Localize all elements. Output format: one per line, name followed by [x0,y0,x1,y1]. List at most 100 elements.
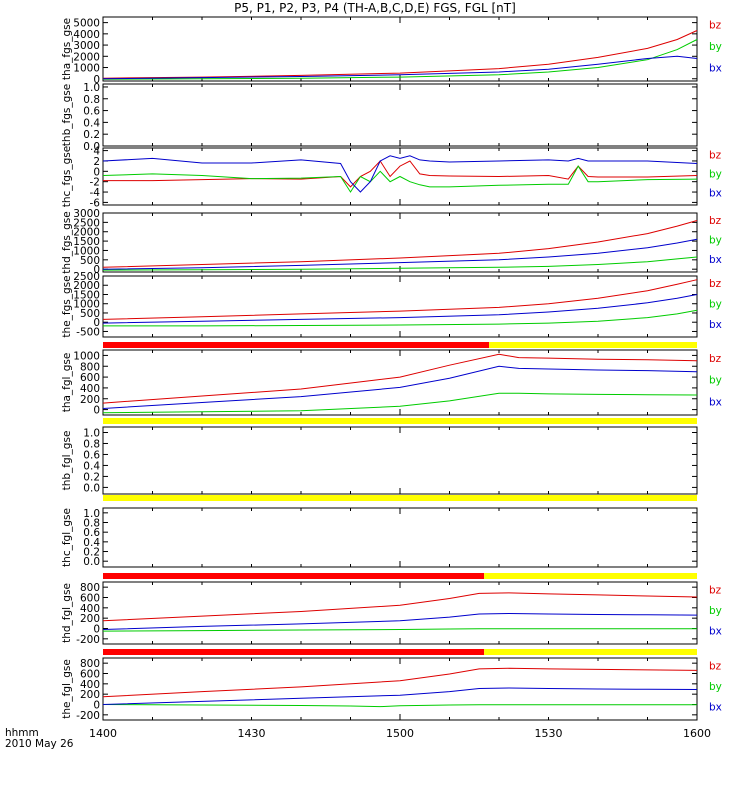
series-line-bz [102,592,698,622]
y-tick-label: 2 [93,156,100,168]
y-tick-label: 1.0 [83,427,100,439]
y-tick-label: 0 [93,317,100,329]
series-line-by [102,704,697,708]
x-axis-label: hhmm [5,727,39,739]
y-tick-label: 0 [93,624,100,636]
legend-entry: by [709,681,722,693]
mode-bar-segment [484,649,697,655]
legend-entry: bz [709,278,722,290]
panel-frame [102,212,698,273]
series-line-by [102,628,697,632]
x-tick-label: 1530 [535,727,563,740]
y-tick-label: 0.4 [83,117,100,129]
y-tick-label: 1.0 [83,508,100,520]
series-line-bz [102,353,698,404]
y-axis-title: thc_fgs_gse [61,146,73,207]
legend-entry: by [709,605,722,617]
y-axis-title: thd_fgl_gse [61,583,73,643]
y-tick-label: 800 [80,658,100,670]
x-tick-label: 1430 [238,727,266,740]
x-tick-label: 1500 [386,727,414,740]
mode-bar-segment [103,573,485,579]
legend-entry: bz [709,20,722,32]
panel-frame [102,16,698,82]
y-axis-title: thb_fgl_gse [61,431,73,491]
series-line-bz [102,667,698,698]
panel-frame [102,507,698,568]
legend-entry: bx [709,626,722,638]
y-tick-label: 3000 [73,208,100,220]
mode-bar-segment [103,342,490,348]
y-tick-label: 5000 [73,18,100,30]
panel-frame [102,275,698,338]
mode-bar-segment [484,573,697,579]
mode-bar-segment [103,649,485,655]
y-tick-label: 400 [80,679,100,691]
legend-entry: bx [709,254,722,266]
legend-entry: bx [709,319,722,331]
y-tick-label: 2000 [73,227,100,239]
y-tick-label: 1500 [73,289,100,301]
legend-entry: bx [709,187,722,199]
panel-frame [102,581,698,645]
y-tick-label: 600 [80,669,100,681]
y-tick-label: 0.4 [83,460,100,472]
y-tick-label: -6 [90,197,101,209]
legend-entry: bz [709,215,722,227]
mode-bar-segment [489,342,697,348]
y-tick-label: 200 [80,613,100,625]
y-tick-label: -200 [76,634,100,646]
y-tick-label: 0 [93,166,100,178]
y-tick-label: 0 [93,264,100,276]
series-line-bx [102,365,698,409]
y-tick-label: 4 [93,146,100,158]
y-axis-title: thd_fgs_gse [61,211,73,273]
y-tick-label: 0.0 [83,482,100,494]
y-tick-label: 600 [80,372,100,384]
series-line-bx [102,294,698,324]
y-tick-label: 500 [80,255,100,267]
y-tick-label: -2 [90,177,100,189]
y-tick-label: 0.6 [83,527,100,539]
series-line-bz [102,220,698,268]
legend-entry: by [709,375,722,387]
series-line-by [102,39,698,80]
y-tick-label: 0.0 [83,141,100,153]
y-tick-label: 0.8 [83,94,100,106]
y-tick-label: 0 [93,405,100,417]
y-tick-label: 0.8 [83,518,100,530]
series-line-bx [102,155,698,193]
series-line-by [102,165,698,193]
series-line-bx [102,687,698,705]
x-tick-label: 1400 [89,727,117,740]
y-tick-label: 1000 [73,245,100,257]
y-tick-label: 0 [93,74,100,86]
series-line-bx [102,55,698,80]
legend-entry: bx [709,62,722,74]
y-tick-label: 0.4 [83,537,100,549]
y-tick-label: 1000 [73,299,100,311]
legend-entry: by [709,168,722,180]
legend-entry: bx [709,396,722,408]
y-tick-label: 1000 [73,63,100,75]
y-tick-label: 0.2 [83,547,100,559]
panel-frame [102,426,698,495]
y-tick-label: 800 [80,582,100,594]
y-tick-label: 0.6 [83,449,100,461]
series-line-bx [102,612,698,630]
y-axis-title: thb_fgs_gse [61,84,73,146]
panel-frame [102,83,698,147]
y-tick-label: 200 [80,689,100,701]
y-tick-label: 2000 [73,280,100,292]
series-line-bz [102,30,698,79]
legend-entry: by [709,299,722,311]
legend-entry: bz [709,353,722,365]
legend-entry: bz [709,660,722,672]
y-tick-label: 0.2 [83,129,100,141]
legend-entry: bz [709,149,722,161]
y-axis-title: tha_fgs_gse [61,18,73,80]
y-tick-label: 400 [80,603,100,615]
y-tick-label: 800 [80,361,100,373]
y-tick-label: 0.6 [83,106,100,118]
